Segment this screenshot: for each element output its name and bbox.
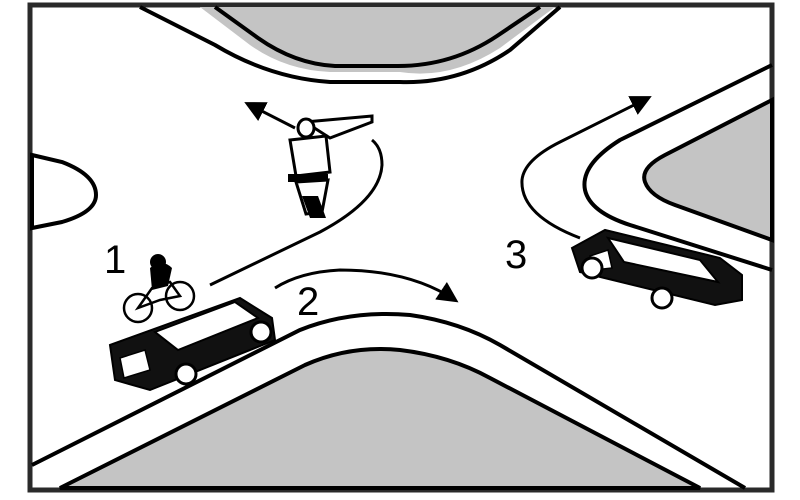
label-2: 2 bbox=[297, 280, 319, 324]
cyclist-icon bbox=[122, 254, 196, 324]
curb-top bbox=[139, 5, 562, 85]
arrow-icon bbox=[520, 96, 652, 240]
label-1: 1 bbox=[104, 238, 126, 282]
curb-right-outer bbox=[582, 63, 773, 272]
block-right bbox=[642, 96, 774, 243]
traffic-officer-icon bbox=[288, 114, 374, 218]
curb-bottom-outer bbox=[31, 312, 747, 490]
arrow-icon bbox=[244, 102, 296, 130]
path-line-cyclist bbox=[209, 138, 384, 287]
label-3: 3 bbox=[505, 233, 527, 277]
curb-top-inner bbox=[213, 5, 542, 68]
car-icon bbox=[570, 228, 743, 310]
car-icon bbox=[108, 296, 277, 392]
block-left bbox=[30, 152, 99, 231]
arrow-icon bbox=[274, 268, 459, 303]
block-bottom bbox=[59, 347, 701, 490]
